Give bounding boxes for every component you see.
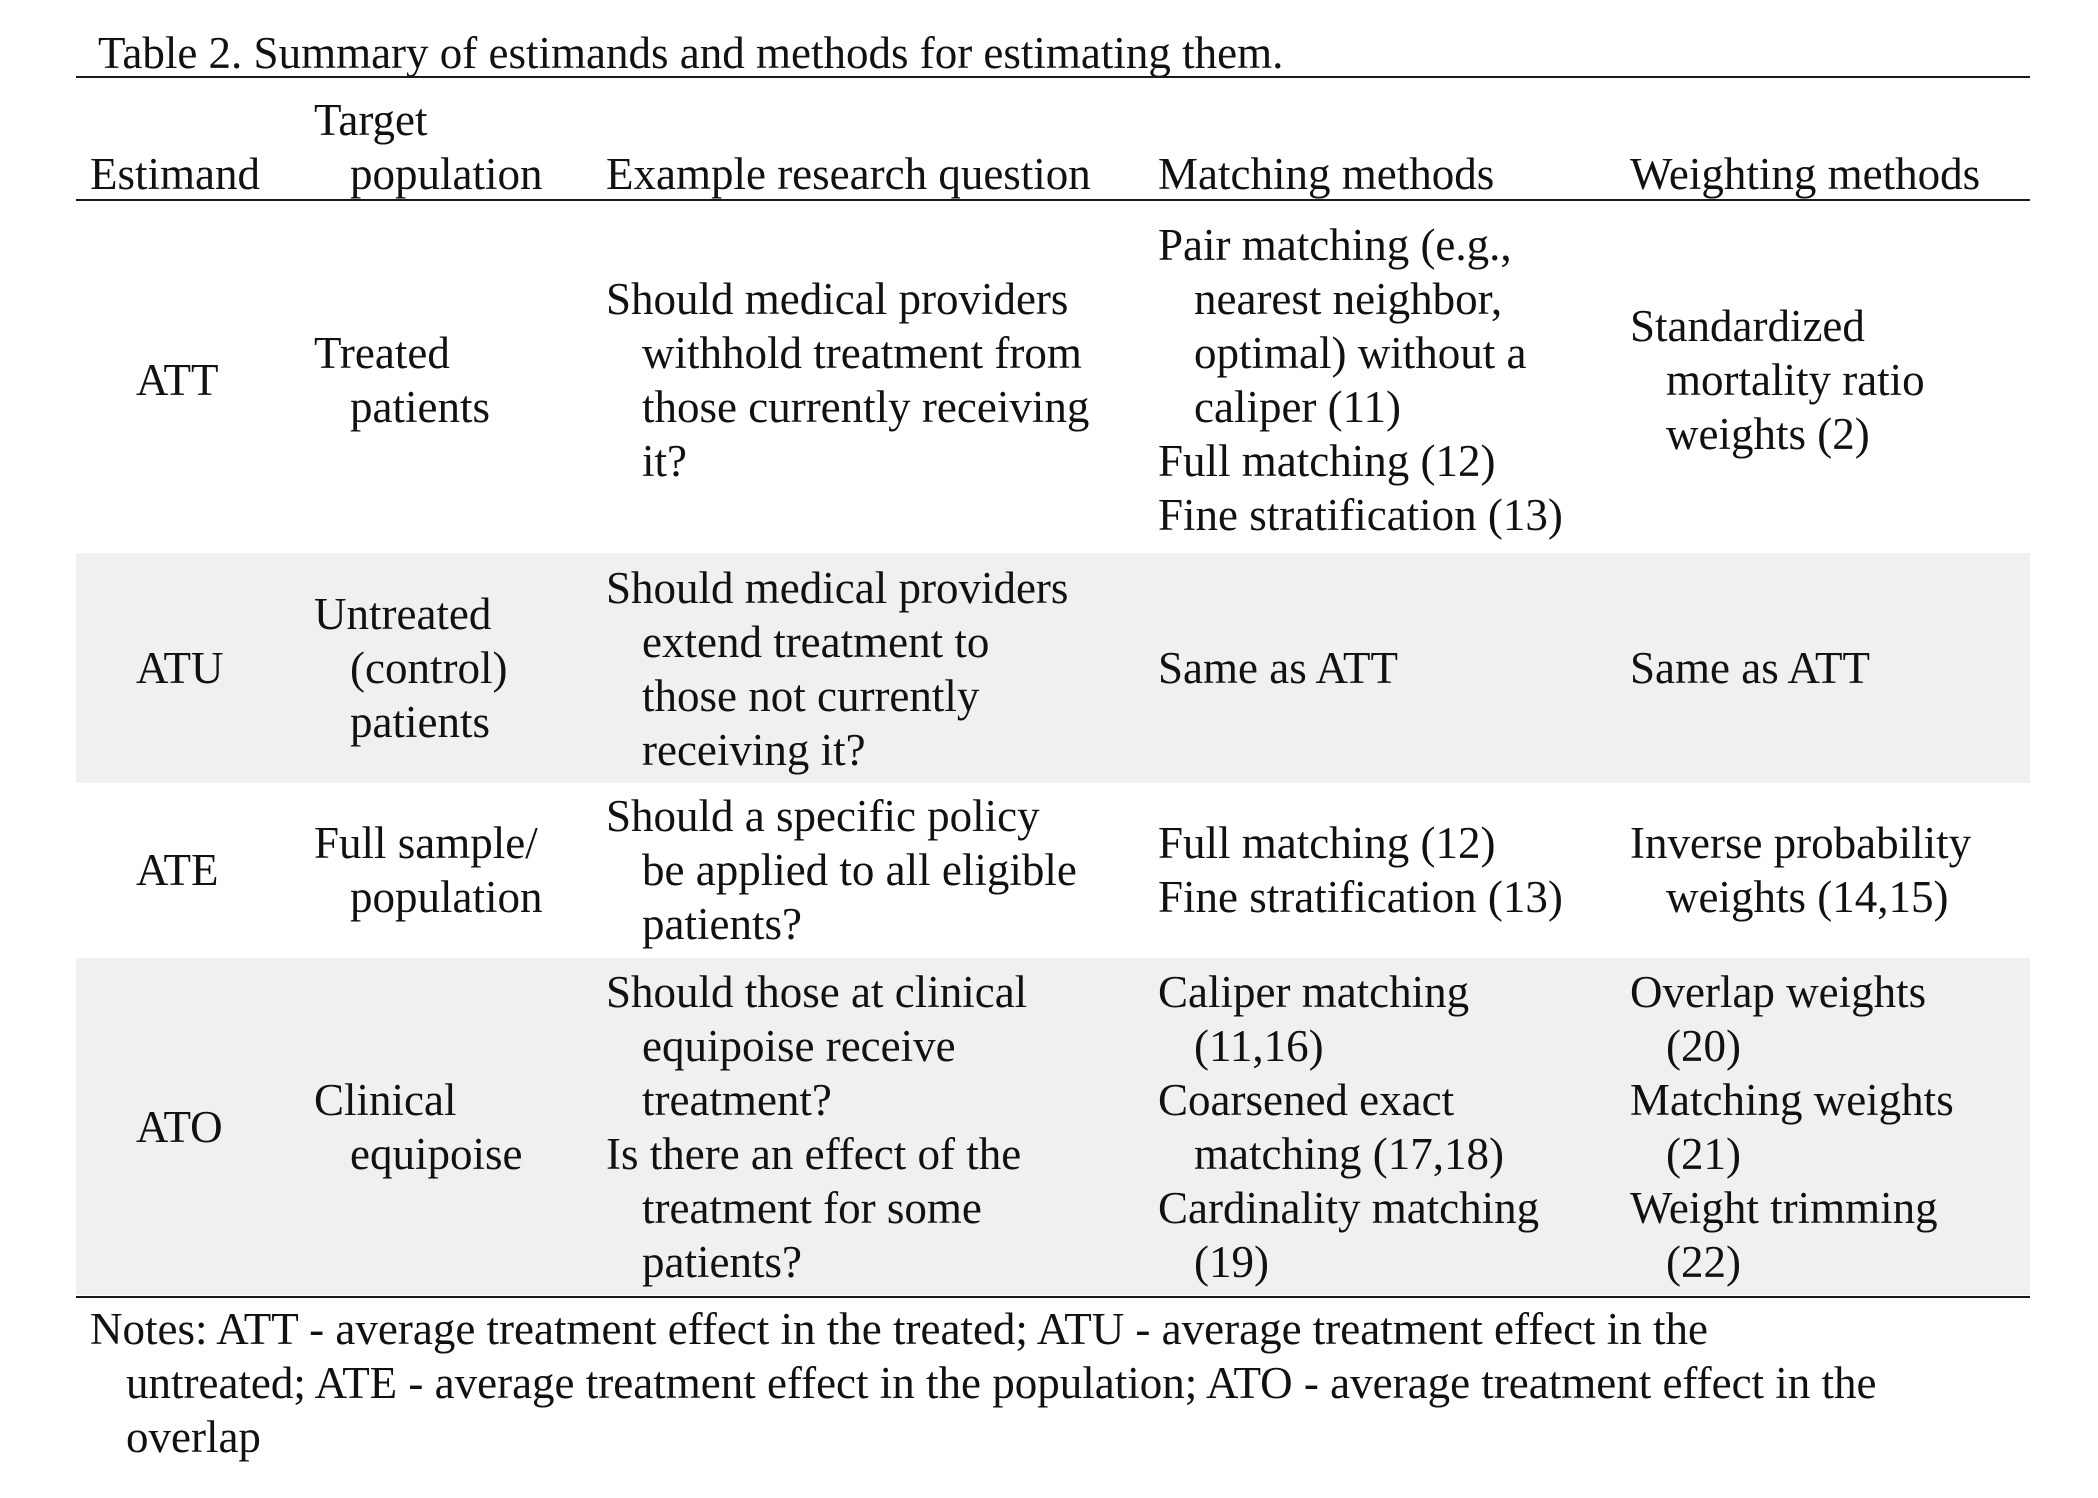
header-line: Matching methods [1158, 149, 1495, 199]
cell-line: Cardinality matching [1158, 1183, 1540, 1233]
header-line: Weighting methods [1630, 149, 1981, 199]
cell-line: Clinical [314, 1075, 457, 1125]
cell-line: patients? [642, 899, 802, 949]
cell-line: weights (14,15) [1666, 872, 1949, 922]
header-line: Target [314, 95, 428, 145]
target-population-atu: Untreated (control) patients [314, 587, 507, 749]
header-bottom-rule [76, 199, 2030, 201]
cell-line: (control) [350, 643, 508, 693]
cell-line: (20) [1666, 1021, 1741, 1071]
table-notes: Notes: ATT - average treatment effect in… [90, 1302, 1877, 1464]
notes-line: overlap [126, 1412, 261, 1462]
cell-line: Coarsened exact [1158, 1075, 1455, 1125]
cell-line: Standardized [1630, 301, 1865, 351]
header-target-population: Target population [314, 93, 542, 201]
cell-line: Full matching (12) [1158, 436, 1496, 486]
cell-line: equipoise [350, 1129, 523, 1179]
cell-line: Should medical providers [606, 563, 1069, 613]
cell-line: Inverse probability [1630, 818, 1972, 868]
cell-line: receiving it? [642, 725, 866, 775]
cell-line: equipoise receive [642, 1021, 956, 1071]
row-shading-atu [76, 553, 2030, 783]
matching-methods-atu: Same as ATT [1158, 641, 1398, 695]
notes-line: Notes: ATT - average treatment effect in… [90, 1304, 1709, 1354]
cell-line: (11,16) [1194, 1021, 1324, 1071]
research-question-ate: Should a specific policy be applied to a… [606, 789, 1077, 951]
cell-line: Caliper matching [1158, 967, 1470, 1017]
estimand-label: ATO [136, 1102, 223, 1152]
cell-line: Matching weights [1630, 1075, 1954, 1125]
cell-line: Fine stratification (13) [1158, 490, 1563, 540]
cell-line: Same as ATT [1630, 643, 1870, 693]
header-weighting-methods: Weighting methods [1630, 147, 1980, 201]
cell-line: mortality ratio [1666, 355, 1925, 405]
cell-line: those not currently [642, 671, 980, 721]
cell-line: (22) [1666, 1237, 1741, 1287]
cell-line: Treated [314, 328, 450, 378]
cell-line: treatment? [642, 1075, 832, 1125]
estimand-atu: ATU [136, 641, 224, 695]
cell-line: Full matching (12) [1158, 818, 1496, 868]
row-shading-ato [76, 958, 2030, 1295]
cell-line: those currently receiving [642, 382, 1090, 432]
matching-methods-ato: Caliper matching (11,16) Coarsened exact… [1158, 965, 1539, 1289]
research-question-ato: Should those at clinical equipoise recei… [606, 965, 1027, 1289]
cell-line: be applied to all eligible [642, 845, 1077, 895]
cell-line: patients [350, 697, 490, 747]
header-estimand: Estimand [90, 147, 260, 201]
target-population-ato: Clinical equipoise [314, 1073, 522, 1181]
cell-line: Should a specific policy [606, 791, 1040, 841]
notes-line: untreated; ATE - average treatment effec… [126, 1358, 1877, 1408]
cell-line: treatment for some [642, 1183, 982, 1233]
weighting-methods-ate: Inverse probability weights (14,15) [1630, 816, 1971, 924]
target-population-ate: Full sample/ population [314, 816, 542, 924]
cell-line: withhold treatment from [642, 328, 1082, 378]
cell-line: caliper (11) [1194, 382, 1401, 432]
table-bottom-rule [76, 1296, 2030, 1298]
matching-methods-ate: Full matching (12) Fine stratification (… [1158, 816, 1563, 924]
cell-line: it? [642, 436, 687, 486]
estimand-label: ATE [136, 845, 219, 895]
header-line: population [350, 149, 543, 199]
research-question-atu: Should medical providers extend treatmen… [606, 561, 1068, 777]
weighting-methods-att: Standardized mortality ratio weights (2) [1630, 299, 1925, 461]
target-population-att: Treated patients [314, 326, 490, 434]
weighting-methods-atu: Same as ATT [1630, 641, 1870, 695]
estimand-ate: ATE [136, 843, 219, 897]
cell-line: Pair matching (e.g., [1158, 220, 1512, 270]
estimand-label: ATT [136, 355, 219, 405]
cell-line: patients? [642, 1237, 802, 1287]
cell-line: Overlap weights [1630, 967, 1927, 1017]
cell-line: Weight trimming [1630, 1183, 1938, 1233]
header-matching-methods: Matching methods [1158, 147, 1494, 201]
cell-line: Untreated [314, 589, 492, 639]
cell-line: population [350, 872, 543, 922]
cell-line: patients [350, 382, 490, 432]
header-line: Estimand [90, 149, 260, 199]
matching-methods-att: Pair matching (e.g., nearest neighbor, o… [1158, 218, 1563, 542]
header-line: Example research question [606, 149, 1091, 199]
cell-line: (19) [1194, 1237, 1269, 1287]
cell-line: matching (17,18) [1194, 1129, 1504, 1179]
cell-line: Full sample/ [314, 818, 538, 868]
cell-line: (21) [1666, 1129, 1741, 1179]
weighting-methods-ato: Overlap weights (20) Matching weights (2… [1630, 965, 1954, 1289]
research-question-att: Should medical providers withhold treatm… [606, 272, 1089, 488]
cell-line: Same as ATT [1158, 643, 1398, 693]
header-research-question: Example research question [606, 147, 1091, 201]
cell-line: weights (2) [1666, 409, 1870, 459]
estimand-label: ATU [136, 643, 224, 693]
estimand-att: ATT [136, 353, 219, 407]
table-top-rule [76, 76, 2030, 78]
table-caption: Table 2. Summary of estimands and method… [98, 28, 1284, 78]
cell-line: Is there an effect of the [606, 1129, 1022, 1179]
cell-line: nearest neighbor, [1194, 274, 1503, 324]
cell-line: Should medical providers [606, 274, 1069, 324]
cell-line: extend treatment to [642, 617, 990, 667]
cell-line: Fine stratification (13) [1158, 872, 1563, 922]
cell-line: Should those at clinical [606, 967, 1028, 1017]
cell-line: optimal) without a [1194, 328, 1527, 378]
estimand-ato: ATO [136, 1100, 223, 1154]
